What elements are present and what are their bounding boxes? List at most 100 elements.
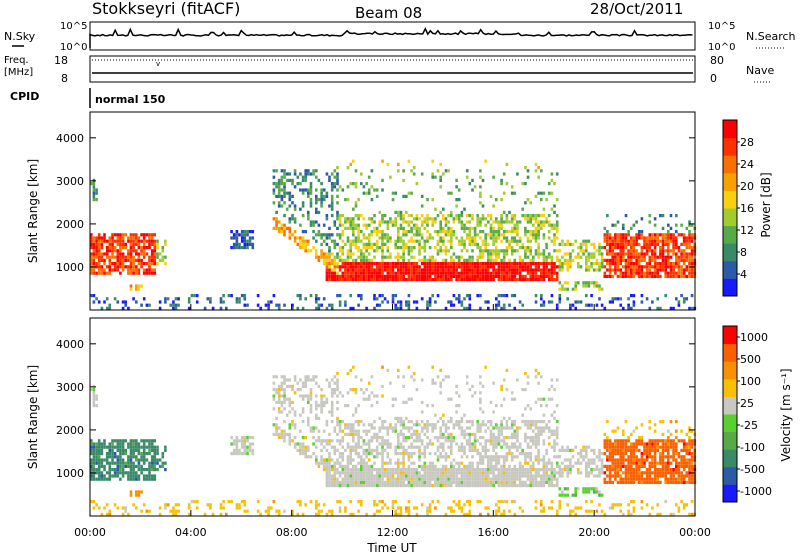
velocity-cell bbox=[415, 423, 419, 427]
power-cell bbox=[545, 198, 548, 202]
power-cell bbox=[553, 233, 556, 237]
power-cell bbox=[487, 220, 490, 224]
power-cell bbox=[505, 162, 509, 166]
velocity-cell bbox=[330, 410, 334, 414]
velocity-cell bbox=[283, 436, 286, 440]
power-cell bbox=[301, 191, 305, 195]
power-cell bbox=[367, 274, 371, 278]
power-cell bbox=[434, 207, 437, 211]
power-cell bbox=[550, 207, 554, 211]
power-cell bbox=[643, 255, 646, 259]
power-cell bbox=[540, 262, 543, 266]
power-cell bbox=[653, 258, 657, 262]
velocity-cell bbox=[534, 458, 538, 462]
colorbar-swatch bbox=[723, 278, 737, 297]
power-cell bbox=[553, 249, 556, 253]
velocity-cell bbox=[124, 439, 127, 443]
velocity-cell bbox=[455, 442, 458, 446]
velocity-cell bbox=[140, 452, 143, 456]
power-cell bbox=[516, 249, 519, 253]
power-cell bbox=[322, 252, 326, 256]
power-cell bbox=[510, 220, 514, 224]
velocity-cell bbox=[542, 458, 546, 462]
velocity-cell bbox=[431, 442, 434, 446]
velocity-cell bbox=[209, 503, 212, 507]
power-cell bbox=[111, 239, 114, 243]
power-cell bbox=[362, 262, 366, 266]
velocity-cell bbox=[111, 439, 114, 443]
power-cell bbox=[309, 220, 313, 224]
power-cell bbox=[370, 217, 374, 221]
power-cell bbox=[145, 252, 149, 256]
velocity-cell bbox=[561, 448, 564, 452]
velocity-cell bbox=[537, 436, 540, 440]
power-cell bbox=[100, 265, 104, 269]
velocity-cell bbox=[476, 468, 479, 472]
velocity-cell bbox=[378, 416, 382, 420]
velocity-cell bbox=[333, 429, 337, 433]
power-cell bbox=[140, 233, 143, 237]
power-cell bbox=[675, 223, 678, 227]
velocity-cell bbox=[172, 512, 175, 516]
power-cell bbox=[341, 233, 345, 237]
power-cell bbox=[479, 306, 482, 310]
power-cell bbox=[394, 242, 397, 246]
power-cell bbox=[635, 242, 638, 246]
power-cell bbox=[105, 265, 109, 269]
velocity-cell bbox=[471, 477, 474, 481]
power-cell bbox=[524, 252, 527, 256]
power-cell bbox=[135, 252, 138, 256]
power-cell bbox=[357, 255, 360, 259]
power-cell bbox=[465, 271, 469, 275]
velocity-cell bbox=[505, 455, 509, 459]
velocity-cell bbox=[341, 429, 345, 433]
velocity-cell bbox=[90, 445, 93, 449]
velocity-cell bbox=[90, 448, 93, 452]
power-cell bbox=[463, 207, 466, 211]
power-cell bbox=[542, 271, 546, 275]
velocity-cell bbox=[532, 461, 535, 465]
velocity-cell bbox=[378, 429, 382, 433]
velocity-cell bbox=[124, 452, 127, 456]
power-cell bbox=[423, 274, 427, 278]
velocity-cell bbox=[378, 468, 382, 472]
power-cell bbox=[119, 242, 122, 246]
power-cell bbox=[360, 297, 363, 301]
power-cell bbox=[336, 201, 339, 205]
velocity-cell bbox=[471, 471, 474, 475]
power-cell bbox=[354, 204, 358, 208]
power-cell bbox=[349, 271, 352, 275]
power-cell bbox=[592, 281, 596, 285]
power-cell bbox=[502, 220, 506, 224]
velocity-cell bbox=[465, 480, 469, 484]
power-cell bbox=[450, 239, 453, 243]
velocity-cell bbox=[307, 423, 310, 427]
velocity-cell bbox=[450, 464, 453, 468]
velocity-cell bbox=[150, 458, 154, 462]
power-cell bbox=[627, 303, 630, 307]
power-cell bbox=[328, 246, 331, 250]
velocity-cell bbox=[121, 506, 125, 510]
velocity-cell bbox=[574, 512, 577, 516]
power-cell bbox=[640, 268, 644, 272]
power-cell bbox=[487, 300, 490, 304]
velocity-cell bbox=[127, 477, 130, 481]
power-cell bbox=[447, 191, 450, 195]
power-cell bbox=[129, 265, 133, 269]
power-cell bbox=[119, 262, 122, 266]
power-cell bbox=[431, 271, 434, 275]
velocity-cell bbox=[463, 448, 466, 452]
power-cell bbox=[500, 226, 503, 230]
power-cell bbox=[455, 204, 458, 208]
velocity-cell bbox=[373, 480, 376, 484]
velocity-cell bbox=[365, 461, 368, 465]
power-cell bbox=[158, 306, 162, 310]
power-cell bbox=[468, 182, 472, 186]
velocity-cell bbox=[555, 432, 559, 436]
power-cell bbox=[532, 223, 535, 227]
velocity-cell bbox=[352, 388, 355, 392]
power-cell bbox=[595, 281, 599, 285]
power-cell bbox=[479, 249, 482, 253]
velocity-cell bbox=[381, 442, 384, 446]
velocity-cell bbox=[365, 432, 368, 436]
